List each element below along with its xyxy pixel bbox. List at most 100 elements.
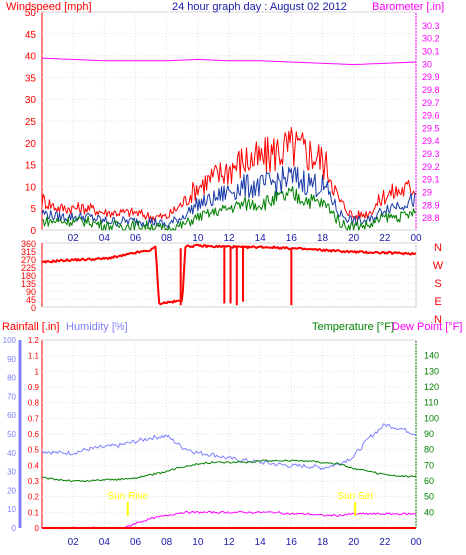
rain-y-tick-label: 0.3 [28,477,40,486]
compass-label: N [434,314,442,326]
temperature-y-tick-label: 120 [424,382,439,392]
wind-y-tick-label: 40 [25,52,37,63]
humidity-line [41,423,417,471]
barometer-y-tick-label: 30.2 [422,34,440,44]
series-layer [41,57,417,530]
barometer-y-tick-label: 29 [422,188,432,198]
barometer-y-tick-label: 29.1 [422,175,440,185]
rain-y-tick-label: 0.7 [28,414,40,423]
humidity-y-tick-label: 30 [7,468,16,477]
climate-x-tick-label: 12 [223,537,235,548]
rain-y-tick-label: 1.2 [28,336,40,345]
wind-y-tick-label: 25 [25,117,37,128]
wind-speed-line [41,186,417,231]
compass-label: E [434,296,441,308]
compass-label: S [434,278,441,290]
barometer-y-tick-label: 29.6 [422,111,440,121]
temperature-y-tick-label: 70 [424,460,434,470]
rain-y-tick-label: 0 [35,524,40,533]
wind-x-tick-label: 10 [192,233,204,244]
climate-x-tick-label: 08 [161,537,173,548]
wind-y-tick-label: 10 [25,182,37,193]
barometer-y-tick-label: 29.8 [422,85,440,95]
direction-y-tick-label: 180 [21,271,36,281]
humidity-y-tick-label: 40 [7,449,16,458]
average-wind-line [41,165,417,229]
temperature-y-tick-label: 130 [424,366,439,376]
direction-y-tick-label: 45 [26,295,36,305]
barometer-y-tick-label: 28.8 [422,213,440,223]
wind-x-tick-label: 14 [255,233,267,244]
wind-x-tick-label: 18 [317,233,329,244]
humidity-y-tick-label: 60 [7,411,16,420]
wind-x-tick-label: 22 [379,233,391,244]
climate-x-tick-label: 18 [317,537,329,548]
sun-annotation-label: Sun Set [337,491,373,502]
climate-x-tick-label: 06 [130,537,142,548]
temperature-y-tick-label: 50 [424,492,434,502]
direction-y-tick-label: 270 [21,255,36,265]
direction-y-tick-label: 135 [21,279,36,289]
humidity-y-tick-label: 50 [7,430,16,439]
wind-x-tick-label: 08 [161,233,173,244]
climate-x-tick-label: 00 [410,537,422,548]
wind-x-tick-label: 02 [68,233,80,244]
climate-x-tick-label: 22 [379,537,391,548]
wind-direction-line [42,243,416,306]
temperature-line [41,459,417,482]
wind-y-tick-label: 35 [25,73,37,84]
climate-x-tick-label: 04 [99,537,111,548]
wind-y-tick-label: 50 [25,8,37,19]
humidity-y-tick-label: 10 [7,505,16,514]
compass-label: W [433,260,444,272]
direction-y-tick-label: 315 [21,247,36,257]
barometer-line [41,57,417,66]
rainfall-axis-label: Rainfall [.in] [2,321,59,333]
wind-y-tick-label: 20 [25,139,37,150]
wind-x-tick-label: 04 [99,233,111,244]
barometer-y-tick-label: 30.3 [422,21,440,31]
barometer-y-tick-label: 29.7 [422,98,440,108]
rain-y-tick-label: 1.1 [28,352,40,361]
humidity-y-tick-label: 100 [3,336,17,345]
barometer-y-tick-label: 29.9 [422,72,440,82]
wind-x-tick-label: 12 [223,233,235,244]
sun-annotation-label: Sun Rise [107,491,148,502]
barometer-y-tick-label: 30 [422,59,432,69]
direction-y-tick-label: 360 [21,239,36,249]
climate-x-tick-label: 20 [348,537,360,548]
direction-y-tick-label: 225 [21,263,36,273]
temperature-y-tick-label: 40 [424,507,434,517]
wind-x-tick-label: 20 [348,233,360,244]
humidity-y-tick-label: 70 [7,392,16,401]
rain-y-tick-label: 0.5 [28,446,40,455]
wind-y-tick-label: 30 [25,95,37,106]
humidity-y-tick-label: 90 [7,355,16,364]
barometer-axis-label: Barometer [.in] [372,1,444,13]
rain-y-tick-label: 0.6 [28,430,40,439]
temperature-y-tick-label: 100 [424,413,439,423]
barometer-y-tick-label: 28.9 [422,200,440,210]
wind-y-tick-label: 15 [25,161,37,172]
wind-y-tick-label: 45 [25,30,37,41]
dewpoint-axis-label: Dew Point [°F] [392,321,462,333]
climate-x-tick-label: 16 [286,537,298,548]
sun-annotations: Sun Rise Sun Set [107,491,373,516]
gust-line [41,127,417,223]
wind-x-tick-label: 16 [286,233,298,244]
climate-x-tick-label: 14 [255,537,267,548]
tick-labels: 0510152025303540455028.828.92929.129.229… [3,8,444,548]
humidity-axis-label: Humidity [%] [66,321,128,333]
direction-y-tick-label: 0 [31,303,36,313]
barometer-y-tick-label: 29.5 [422,123,440,133]
temperature-y-tick-label: 110 [424,398,438,408]
rain-y-tick-label: 0.8 [28,399,40,408]
humidity-y-tick-label: 80 [7,374,16,383]
climate-x-tick-label: 10 [192,537,204,548]
barometer-y-tick-label: 29.4 [422,136,440,146]
wind-y-tick-label: 5 [30,204,36,215]
rain-y-tick-label: 0.4 [28,461,40,470]
temperature-y-tick-label: 140 [424,351,439,361]
